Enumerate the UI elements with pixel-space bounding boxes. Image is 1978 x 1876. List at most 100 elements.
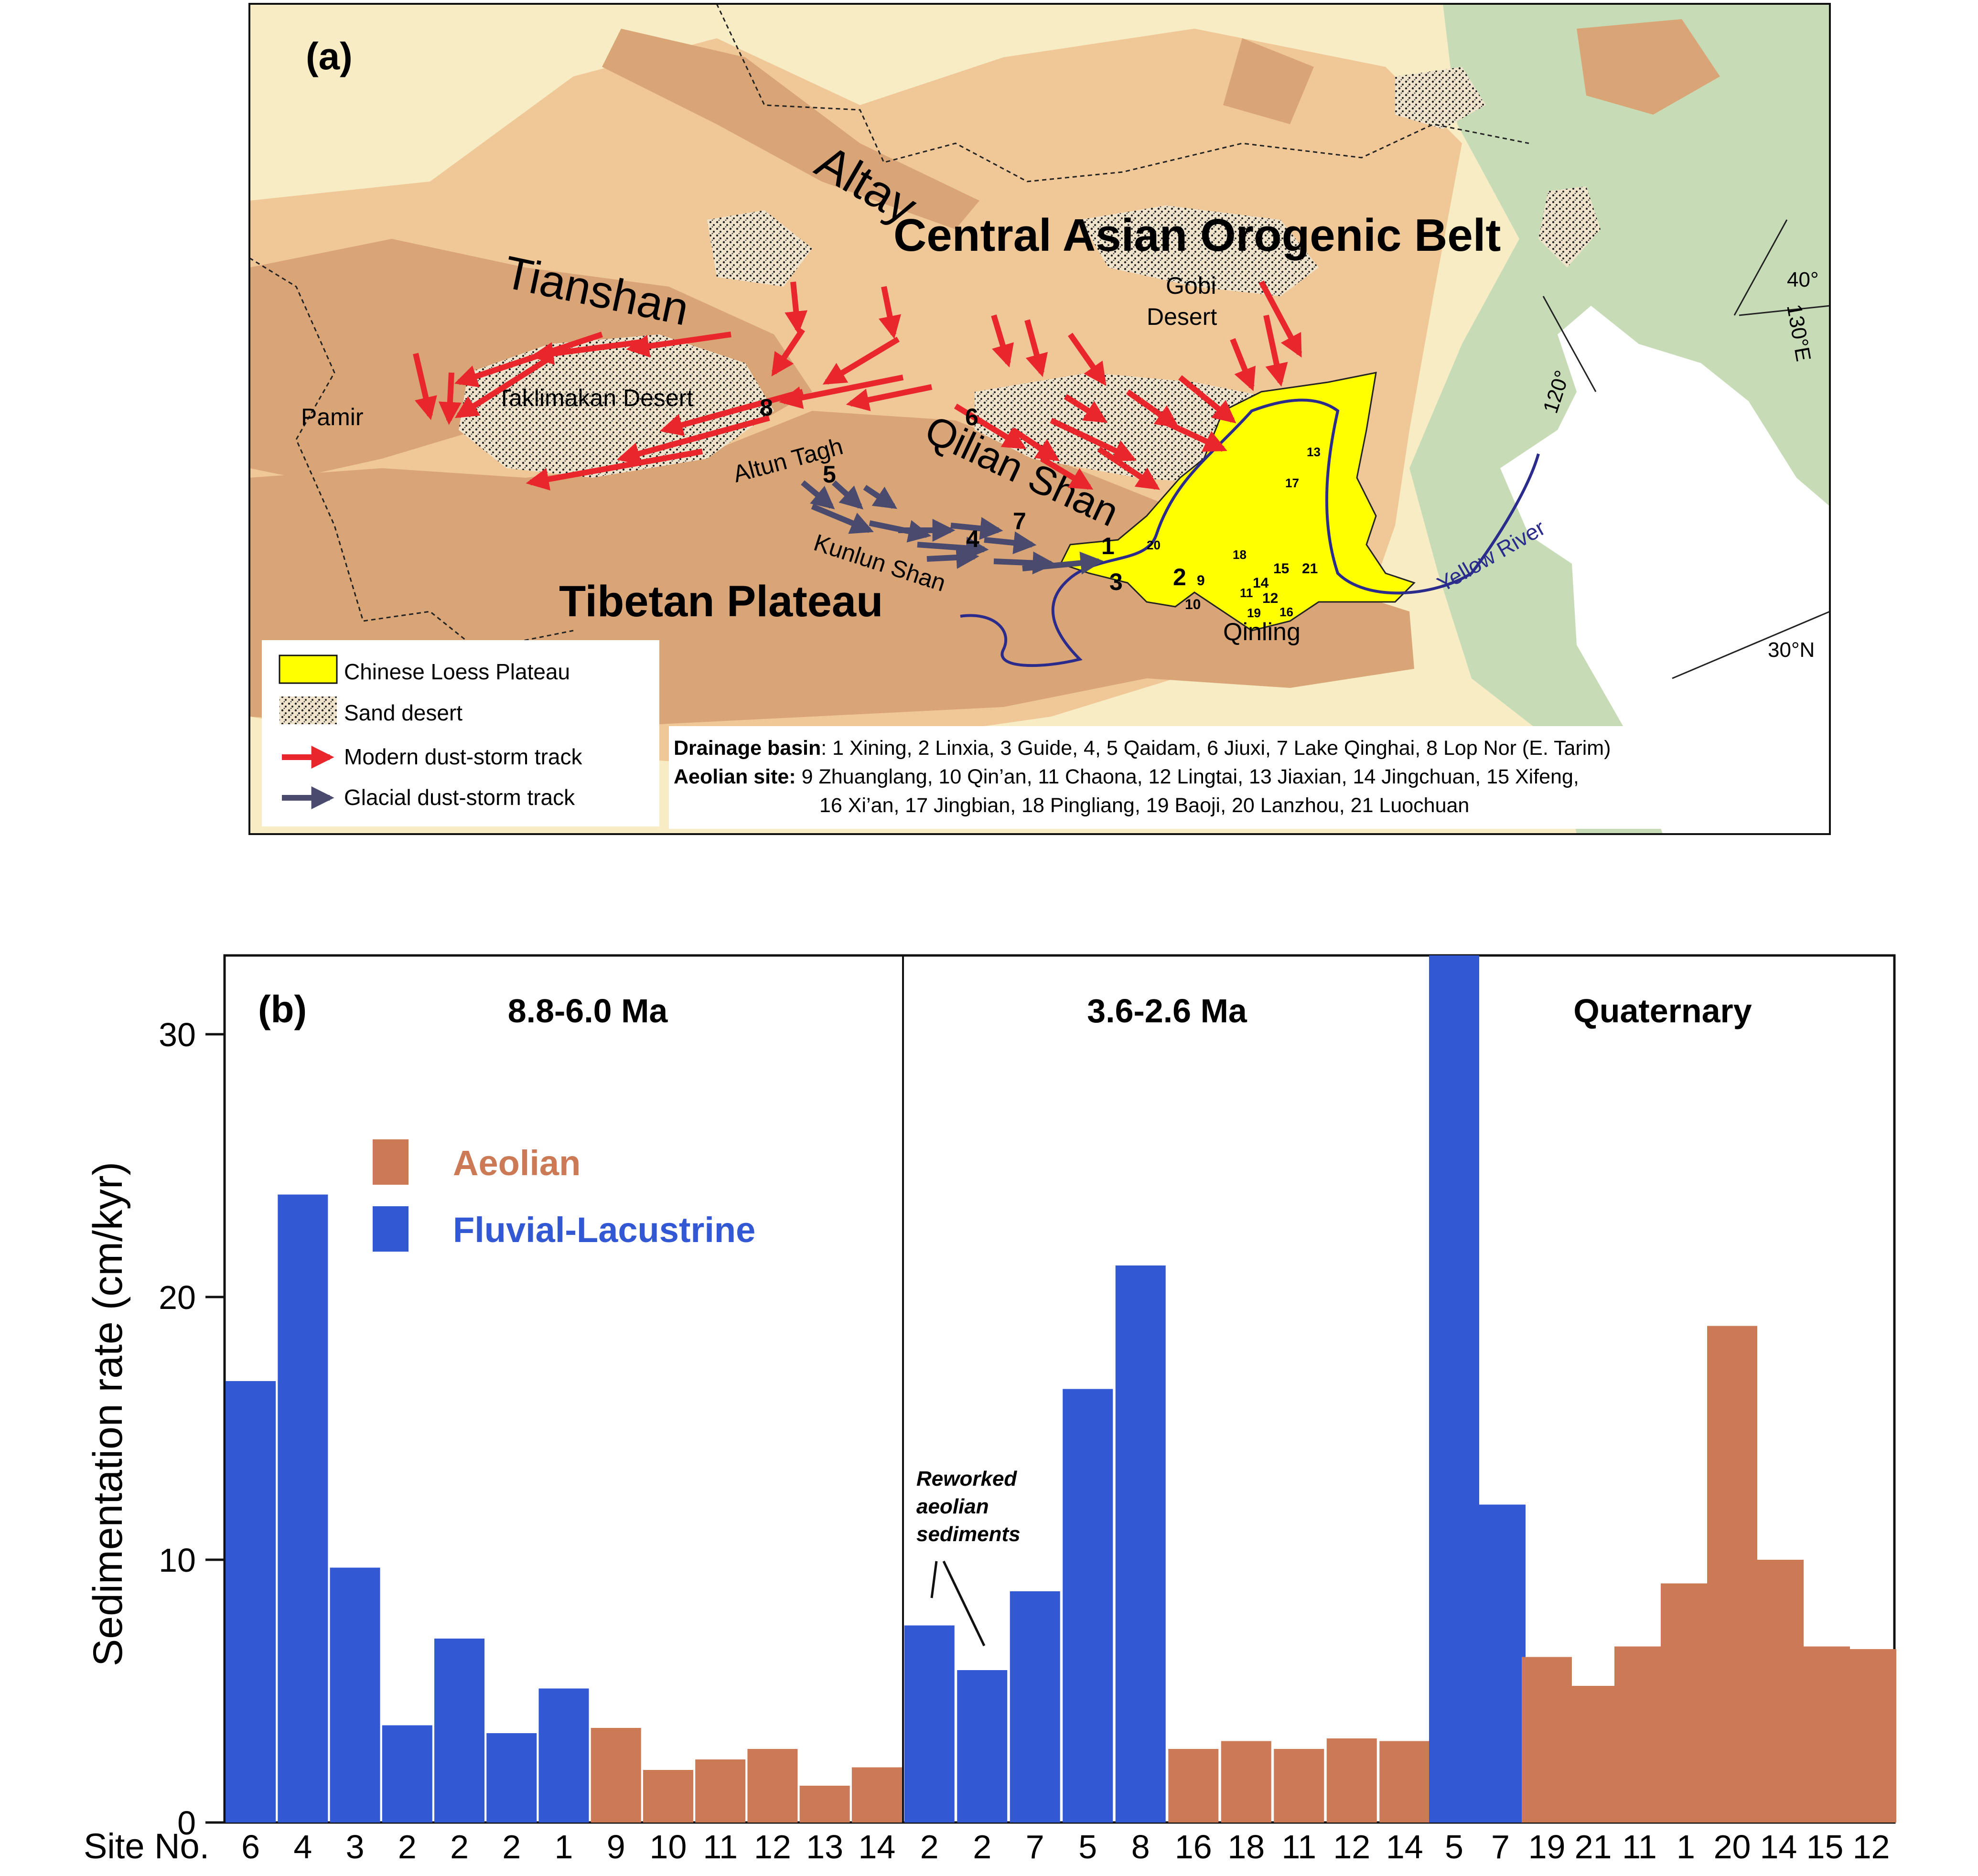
label-gobi-2: Desert	[1147, 303, 1217, 330]
x-tick-label: 3	[346, 1828, 365, 1865]
gobi-desert-area	[1080, 205, 1319, 296]
modern-track-arrow	[1230, 338, 1256, 391]
highland-ne	[1577, 19, 1720, 115]
modern-track-arrow	[878, 286, 902, 339]
modern-track-arrow	[1040, 456, 1094, 490]
x-tick-label: 16	[1175, 1828, 1212, 1865]
bar	[382, 1725, 432, 1822]
modern-track-arrow	[1050, 418, 1137, 461]
modern-track-arrow	[822, 336, 900, 385]
bar	[1846, 1649, 1896, 1822]
site-label-18: 18	[1233, 547, 1247, 562]
modern-track-arrow	[626, 332, 731, 358]
border-line	[716, 4, 1529, 182]
bar	[695, 1759, 746, 1822]
map-panel: (a) Altay Central Asian Orogenic Belt Ti…	[248, 3, 1831, 835]
site-label-19: 19	[1247, 606, 1261, 620]
x-tick-label: 14	[1386, 1828, 1423, 1865]
site-label-13: 13	[1307, 445, 1321, 459]
notes-box	[669, 726, 1820, 829]
glacial-track-arrow	[801, 480, 835, 510]
bar	[1063, 1389, 1113, 1822]
dust-tracks	[413, 280, 1302, 575]
bar	[1568, 1686, 1618, 1822]
x-tick-label: 15	[1806, 1828, 1844, 1865]
bar	[1274, 1749, 1324, 1822]
x-tick-label: 2	[398, 1828, 417, 1865]
x-tick-label: 5	[1078, 1828, 1097, 1865]
legend-aeolian-swatch	[373, 1139, 408, 1185]
legend-modern-label: Modern dust-storm track	[344, 744, 582, 769]
x-tick-label: 9	[607, 1828, 625, 1865]
y-axis-label: Sedimentation rate (cm/kyr)	[85, 1162, 131, 1666]
modern-track-arrow	[1126, 389, 1179, 428]
aeolian-note-2: 16 Xi’an, 17 Jingbian, 18 Pingliang, 19 …	[819, 794, 1469, 817]
modern-track-arrow	[1011, 428, 1060, 461]
glacial-track-arrow	[1022, 551, 1104, 575]
modern-track-arrow	[438, 372, 462, 425]
bar	[1475, 1504, 1526, 1822]
modern-track-arrow	[1068, 332, 1107, 386]
modern-track-arrow	[779, 375, 904, 409]
glacial-track-arrow	[984, 531, 1037, 555]
legend-loess-swatch	[279, 654, 338, 684]
x-tick-label: 8	[1131, 1828, 1150, 1865]
label-gobi-1: Gobi	[1166, 272, 1216, 299]
y-tick-label: 10	[159, 1542, 196, 1579]
annotation-line-1: Reworked	[916, 1467, 1017, 1490]
x-tick-label: 7	[1026, 1828, 1044, 1865]
x-tick-label: 2	[450, 1828, 469, 1865]
y-tick-label: 20	[159, 1279, 196, 1316]
reworked-annotation: Reworked aeolian sediments	[916, 1467, 1021, 1647]
annotation-pointer	[930, 1560, 986, 1647]
y-tick-label: 0	[177, 1804, 196, 1842]
modern-track-arrow	[526, 449, 703, 491]
x-tick-label: 5	[1445, 1828, 1463, 1865]
site-label-6: 6	[965, 404, 978, 430]
bar	[1168, 1749, 1219, 1822]
bar	[1800, 1646, 1850, 1822]
highland-altay	[602, 29, 979, 229]
x-tick-label: 4	[293, 1828, 312, 1865]
sea-area	[1500, 306, 1830, 834]
bar	[278, 1194, 328, 1822]
y-tick-label: 30	[159, 1016, 196, 1053]
green-desert-area	[1538, 186, 1601, 268]
modern-track-arrow	[785, 281, 808, 334]
label-qinling: Qinling	[1223, 618, 1301, 646]
x-tick-label: 19	[1528, 1828, 1566, 1865]
x-tick-label: 10	[650, 1828, 687, 1865]
bar	[1429, 955, 1479, 1822]
x-tick-label: 2	[973, 1828, 991, 1865]
panel-a-label: (a)	[306, 35, 353, 77]
x-tick-label: 21	[1575, 1828, 1612, 1865]
modern-track-arrow	[454, 355, 551, 418]
site-label-11: 11	[1240, 586, 1253, 600]
glacial-track-arrow	[950, 517, 1003, 540]
site-label-16: 16	[1279, 605, 1293, 619]
bar	[799, 1786, 850, 1822]
site-label-10: 10	[1185, 597, 1201, 612]
legend-aeolian-label: Aeolian	[453, 1143, 580, 1183]
label-tibet: Tibetan Plateau	[559, 577, 883, 626]
site-label-7: 7	[1013, 508, 1026, 535]
bar	[1010, 1591, 1060, 1822]
x-tick-label: 2	[502, 1828, 521, 1865]
x-tick-label: 12	[1853, 1828, 1890, 1865]
site-label-14: 14	[1253, 575, 1269, 591]
modern-track-arrow	[991, 314, 1014, 368]
bar	[1614, 1646, 1665, 1822]
legend-glacial-label: Glacial dust-storm track	[344, 785, 575, 810]
bar	[226, 1381, 276, 1822]
group-title: Quaternary	[1573, 992, 1752, 1029]
site-label-8: 8	[760, 394, 773, 421]
bar	[486, 1733, 537, 1822]
bar	[1221, 1741, 1271, 1822]
bar	[591, 1728, 641, 1822]
site-label-5: 5	[823, 461, 836, 488]
bar	[643, 1770, 693, 1822]
